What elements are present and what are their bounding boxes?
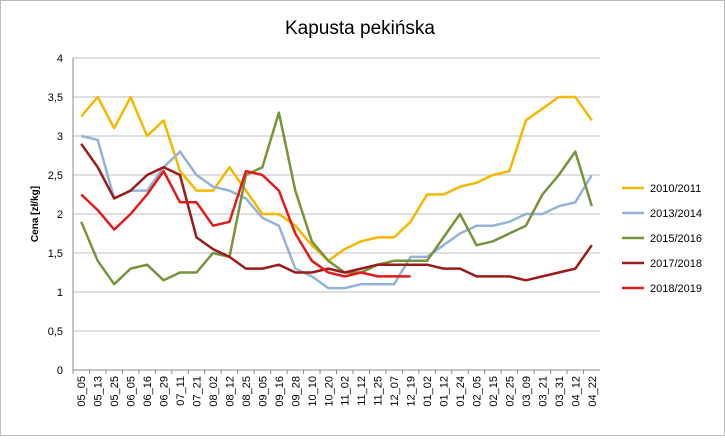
- x-tick-label: 01_12: [439, 376, 451, 407]
- series-line: [80, 134, 593, 290]
- x-tick-label: 07_21: [192, 376, 204, 407]
- x-tick-label: 07_11: [175, 376, 187, 406]
- legend-label: 2018/2019: [650, 283, 702, 295]
- y-tick-label: 2,5: [48, 170, 63, 182]
- legend-label: 2010/2011: [650, 183, 701, 195]
- x-tick-label: 05_25: [109, 376, 121, 407]
- legend-label: 2013/2014: [650, 208, 702, 220]
- y-tick-label: 1: [57, 287, 63, 299]
- y-tick-label: 0: [57, 365, 63, 377]
- x-tick-label: 01_24: [455, 376, 467, 407]
- y-tick-label: 3: [57, 131, 63, 143]
- x-tick-label: 12_19: [406, 376, 418, 407]
- x-tick-label: 03_09: [521, 376, 533, 407]
- x-tick-label: 10_20: [323, 376, 335, 407]
- x-tick-label: 10_10: [307, 376, 319, 407]
- x-tick-label: 06_05: [126, 376, 138, 407]
- x-tick-label: 05_13: [93, 376, 105, 407]
- x-tick-label: 06_29: [159, 376, 171, 407]
- x-tick-label: 05_05: [76, 376, 88, 407]
- x-tick-label: 06_16: [142, 376, 154, 407]
- y-tick-label: 0,5: [48, 326, 63, 338]
- x-tick-label: 11_02: [340, 376, 352, 406]
- x-tick-label: 04_12: [570, 376, 582, 407]
- x-tick-label: 09_28: [290, 376, 302, 407]
- chart-title: Kapusta pekińska: [285, 18, 435, 39]
- y-tick-label: 3,5: [48, 92, 63, 104]
- y-axis-label: Cena [zł/kg]: [30, 186, 41, 242]
- x-tick-label: 01_02: [422, 376, 434, 407]
- x-tick-label: 02_25: [504, 376, 516, 407]
- x-tick-label: 09_05: [257, 376, 269, 407]
- series-line: [80, 143, 593, 282]
- x-tick-label: 03_31: [554, 376, 566, 407]
- x-tick-label: 02_15: [488, 376, 500, 407]
- x-tick-label: 08_02: [208, 376, 220, 407]
- x-tick-label: 08_12: [224, 376, 236, 407]
- x-tick-label: 02_05: [471, 376, 483, 407]
- series-line: [80, 95, 593, 263]
- series-line: [80, 169, 411, 278]
- y-tick-label: 1,5: [48, 248, 63, 260]
- x-tick-label: 11_12: [356, 376, 368, 406]
- series-line: [80, 111, 593, 286]
- x-tick-label: 03_21: [537, 376, 549, 407]
- x-tick-label: 08_25: [241, 376, 253, 407]
- x-tick-label: 11_25: [373, 376, 385, 406]
- y-tick-label: 4: [57, 53, 63, 65]
- x-tick-label: 04_22: [587, 376, 599, 407]
- legend-label: 2015/2016: [650, 233, 702, 245]
- x-tick-label: 09_16: [274, 376, 286, 407]
- y-tick-label: 2: [57, 209, 63, 221]
- legend-label: 2017/2018: [650, 258, 702, 270]
- x-tick-label: 12_07: [389, 376, 401, 407]
